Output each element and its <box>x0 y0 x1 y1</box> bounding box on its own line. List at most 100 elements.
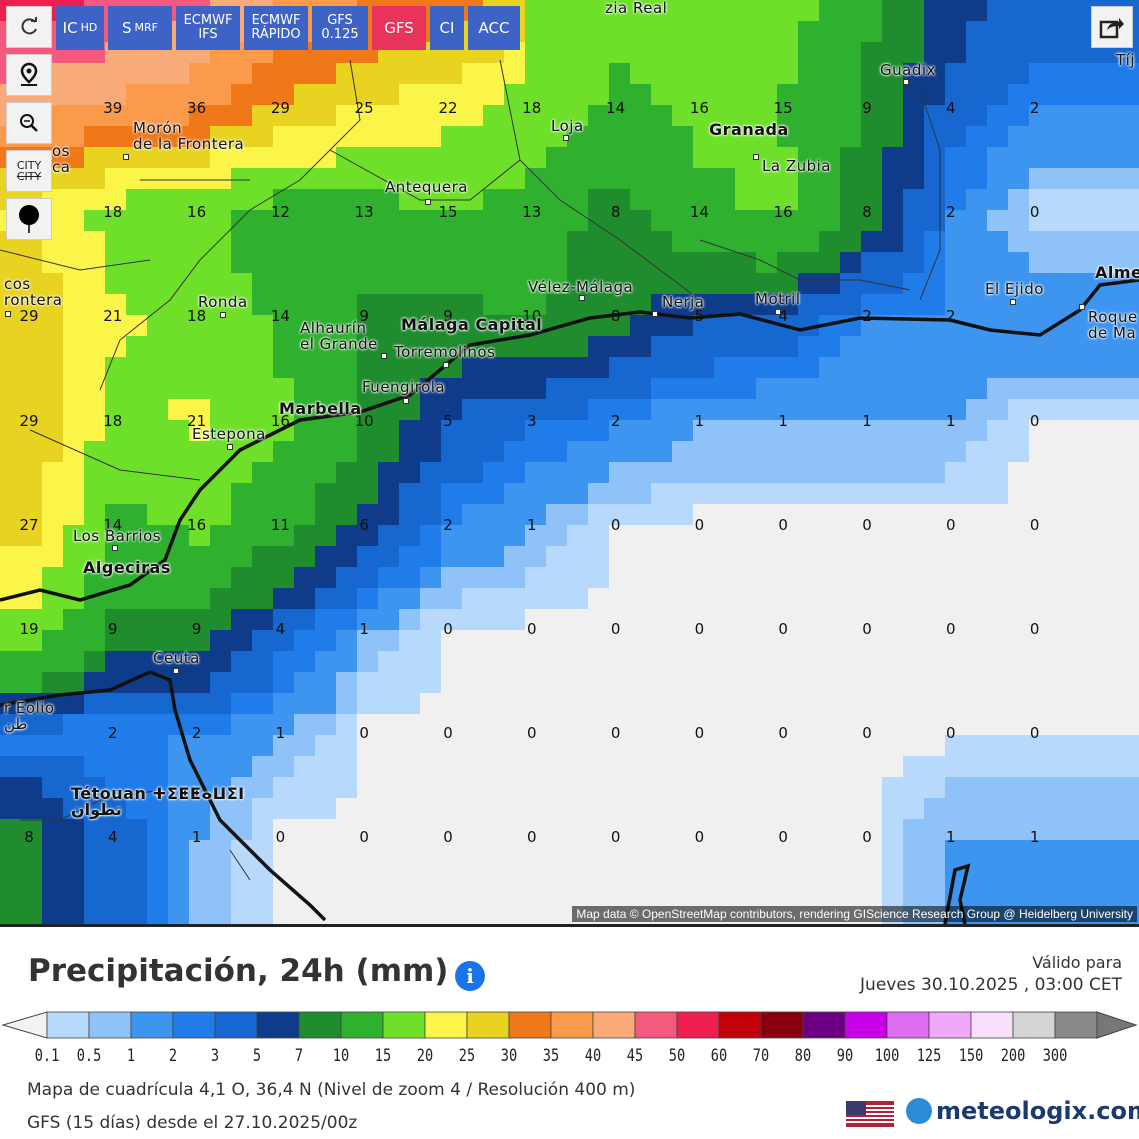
grid-cell <box>126 420 148 442</box>
grid-cell <box>567 588 589 610</box>
grid-cell <box>966 630 988 652</box>
grid-cell <box>777 882 799 904</box>
grid-cell <box>63 273 85 295</box>
grid-cell <box>294 399 316 421</box>
model-button-7[interactable]: CI <box>430 6 464 50</box>
grid-cell <box>420 252 442 274</box>
grid-cell <box>441 861 463 883</box>
grid-cell <box>1071 105 1093 127</box>
grid-cell <box>336 189 358 211</box>
grid-cell <box>273 105 295 127</box>
grid-cell <box>399 609 421 631</box>
grid-cell <box>252 630 274 652</box>
zoom-button[interactable] <box>6 102 52 144</box>
grid-cell <box>651 252 673 274</box>
grid-cell <box>903 672 925 694</box>
grid-cell <box>168 105 190 127</box>
grid-cell <box>1134 21 1139 43</box>
grid-cell <box>1050 126 1072 148</box>
grid-cell <box>441 546 463 568</box>
share-button[interactable] <box>1091 6 1133 48</box>
grid-cell <box>399 273 421 295</box>
grid-cell <box>609 126 631 148</box>
grid-value: 0 <box>862 724 872 743</box>
model-button-4[interactable]: ECMWF RÁPIDO <box>244 6 308 50</box>
marker-button[interactable] <box>6 198 52 240</box>
grid-cell <box>126 126 148 148</box>
grid-cell <box>714 693 736 715</box>
grid-cell <box>693 63 715 85</box>
grid-cell <box>378 84 400 106</box>
grid-cell <box>0 378 22 400</box>
location-button[interactable] <box>6 54 52 96</box>
grid-cell <box>210 714 232 736</box>
model-button-8[interactable]: ACC <box>468 6 520 50</box>
grid-cell <box>126 147 148 169</box>
scale-swatch <box>340 1011 384 1039</box>
brand-logo[interactable]: meteologix.com <box>906 1097 1139 1125</box>
grid-cell <box>651 294 673 316</box>
scale-swatch <box>130 1011 174 1039</box>
grid-cell <box>819 168 841 190</box>
grid-cell <box>462 672 484 694</box>
color-scale <box>1 1011 1138 1039</box>
grid-cell <box>63 840 85 862</box>
grid-cell <box>357 777 379 799</box>
grid-cell <box>945 84 967 106</box>
scale-swatch <box>46 1011 90 1039</box>
grid-cell <box>315 651 337 673</box>
refresh-button[interactable] <box>6 6 52 48</box>
grid-cell <box>1113 462 1135 484</box>
grid-cell <box>462 315 484 337</box>
grid-cell <box>924 168 946 190</box>
grid-cell <box>651 210 673 232</box>
grid-cell <box>315 840 337 862</box>
grid-cell <box>588 21 610 43</box>
grid-cell <box>252 693 274 715</box>
grid-cell <box>252 546 274 568</box>
grid-cell <box>21 777 43 799</box>
model-button-6[interactable]: GFS <box>372 6 426 50</box>
precipitation-map[interactable]: 4239362925221814161594224181612131513814… <box>0 0 1139 924</box>
grid-cell <box>105 126 127 148</box>
scale-tick-label: 300 <box>1042 1046 1068 1066</box>
model-button-5[interactable]: GFS 0.125 <box>312 6 368 50</box>
grid-cell <box>105 168 127 190</box>
grid-cell <box>147 903 169 924</box>
grid-cell <box>924 357 946 379</box>
grid-cell <box>336 231 358 253</box>
grid-cell <box>630 567 652 589</box>
grid-cell <box>987 693 1009 715</box>
model-button-2[interactable]: S MRF <box>108 6 172 50</box>
grid-cell <box>294 189 316 211</box>
us-flag-icon[interactable] <box>846 1101 894 1127</box>
grid-cell <box>0 420 22 442</box>
model-button-3[interactable]: ECMWF IFS <box>176 6 240 50</box>
grid-cell <box>483 504 505 526</box>
grid-cell <box>966 840 988 862</box>
grid-cell <box>567 252 589 274</box>
scale-tick-label: 60 <box>710 1046 728 1066</box>
grid-cell <box>168 84 190 106</box>
grid-cell <box>378 336 400 358</box>
grid-cell <box>1113 168 1135 190</box>
scale-swatch <box>676 1011 720 1039</box>
grid-cell <box>945 0 967 22</box>
model-button-1[interactable]: IC HD <box>56 6 104 50</box>
grid-cell <box>882 42 904 64</box>
grid-cell <box>840 357 862 379</box>
grid-cell <box>252 336 274 358</box>
grid-cell <box>777 21 799 43</box>
grid-cell <box>672 735 694 757</box>
grid-cell <box>861 294 883 316</box>
grid-cell <box>168 609 190 631</box>
grid-cell <box>231 126 253 148</box>
city-toggle-button[interactable]: CITY CITY <box>6 150 52 192</box>
scale-swatch <box>844 1011 888 1039</box>
grid-cell <box>966 546 988 568</box>
info-icon[interactable]: i <box>455 961 485 991</box>
grid-cell <box>693 126 715 148</box>
scale-tick-label: 0.1 <box>34 1046 60 1066</box>
grid-cell <box>693 378 715 400</box>
grid-cell <box>210 483 232 505</box>
